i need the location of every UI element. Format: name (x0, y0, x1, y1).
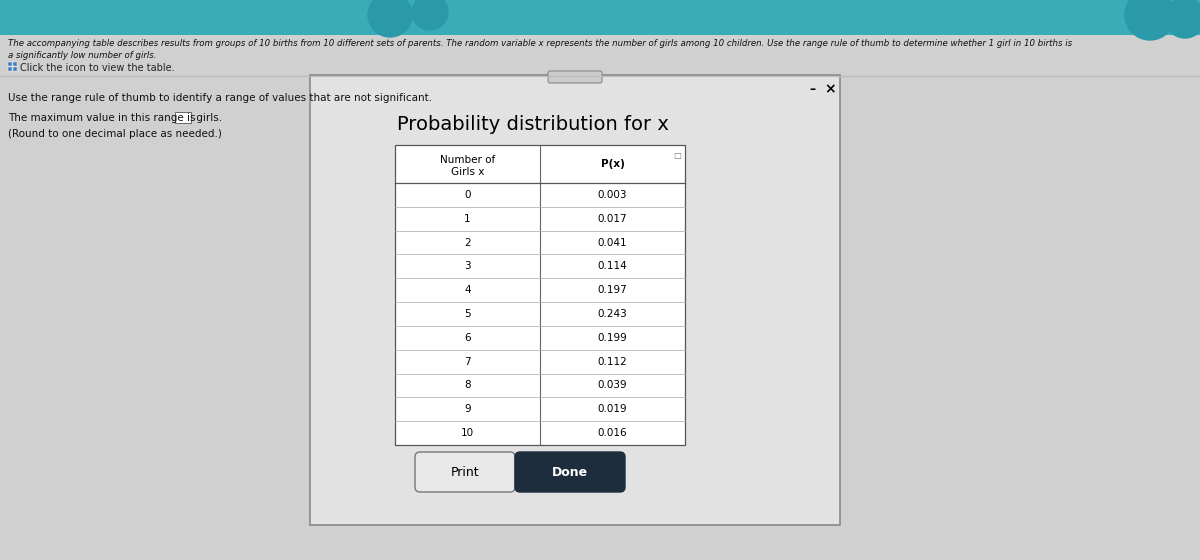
Text: –: – (809, 82, 815, 96)
Text: Print: Print (451, 465, 479, 478)
Text: (Round to one decimal place as needed.): (Round to one decimal place as needed.) (8, 129, 222, 139)
Text: The maximum value in this range is: The maximum value in this range is (8, 113, 196, 123)
Text: Girls x: Girls x (451, 167, 484, 177)
Circle shape (368, 0, 412, 37)
FancyBboxPatch shape (8, 62, 12, 66)
Text: P(x): P(x) (600, 159, 624, 169)
Circle shape (412, 0, 448, 30)
Text: Use the range rule of thumb to identify a range of values that are not significa: Use the range rule of thumb to identify … (8, 93, 432, 103)
Text: Probability distribution for x: Probability distribution for x (397, 115, 668, 134)
Text: 0.003: 0.003 (598, 190, 628, 200)
FancyBboxPatch shape (0, 35, 1200, 560)
FancyBboxPatch shape (310, 75, 840, 525)
FancyBboxPatch shape (0, 0, 1200, 35)
Circle shape (1165, 0, 1200, 38)
Text: 0: 0 (464, 190, 470, 200)
Text: 0.199: 0.199 (598, 333, 628, 343)
Text: 0.041: 0.041 (598, 237, 628, 248)
FancyBboxPatch shape (13, 67, 17, 71)
Text: Done: Done (552, 465, 588, 478)
Text: The accompanying table describes results from groups of 10 births from 10 differ: The accompanying table describes results… (8, 39, 1072, 48)
Text: a significantly low number of girls.: a significantly low number of girls. (8, 51, 156, 60)
Text: □: □ (673, 151, 680, 160)
Text: 0.112: 0.112 (598, 357, 628, 367)
Text: Number of: Number of (440, 155, 496, 165)
FancyBboxPatch shape (415, 452, 515, 492)
Text: 0.114: 0.114 (598, 262, 628, 272)
Text: 3: 3 (464, 262, 470, 272)
Text: 5: 5 (464, 309, 470, 319)
FancyBboxPatch shape (395, 145, 685, 445)
Text: 6: 6 (464, 333, 470, 343)
Text: 0.019: 0.019 (598, 404, 628, 414)
Text: girls.: girls. (193, 113, 222, 123)
FancyBboxPatch shape (515, 452, 625, 492)
Text: ×: × (824, 82, 836, 96)
Text: 0.016: 0.016 (598, 428, 628, 438)
FancyBboxPatch shape (8, 67, 12, 71)
Text: Click the icon to view the table.: Click the icon to view the table. (20, 63, 175, 73)
Text: 0.243: 0.243 (598, 309, 628, 319)
FancyBboxPatch shape (13, 62, 17, 66)
Text: 1: 1 (464, 214, 470, 224)
Text: 4: 4 (464, 285, 470, 295)
FancyBboxPatch shape (175, 112, 191, 123)
Text: 9: 9 (464, 404, 470, 414)
Text: 0.197: 0.197 (598, 285, 628, 295)
Text: 10: 10 (461, 428, 474, 438)
Text: 2: 2 (464, 237, 470, 248)
Text: 0.039: 0.039 (598, 380, 628, 390)
Text: 0.017: 0.017 (598, 214, 628, 224)
FancyBboxPatch shape (548, 71, 602, 83)
Text: 7: 7 (464, 357, 470, 367)
Text: 8: 8 (464, 380, 470, 390)
Circle shape (1126, 0, 1175, 40)
